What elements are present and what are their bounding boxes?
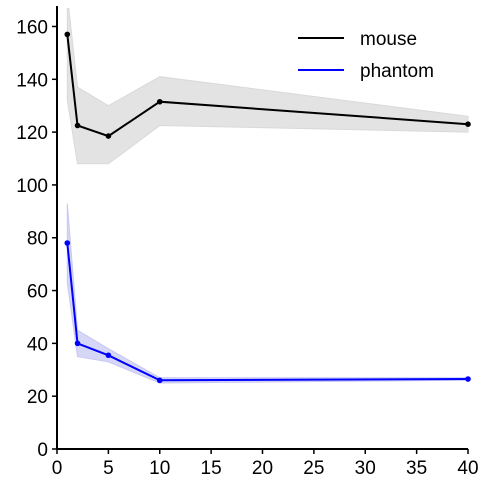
phantom-point xyxy=(74,340,81,347)
mouse-point xyxy=(105,133,112,139)
mouse-point xyxy=(465,121,471,127)
y-tick-label: 40 xyxy=(27,334,48,355)
phantom-point xyxy=(105,352,112,359)
x-tick-label: 5 xyxy=(103,458,114,479)
y-tick-label: 120 xyxy=(16,123,48,144)
series-lines xyxy=(66,34,469,382)
mouse-point xyxy=(156,98,163,105)
legend-label-mouse: mouse xyxy=(360,29,417,50)
mouse-point xyxy=(74,122,81,129)
phantom-point xyxy=(465,376,471,382)
phantom-band xyxy=(66,203,469,384)
y-tick-label: 100 xyxy=(16,176,48,197)
y-tick-label: 80 xyxy=(27,229,48,250)
legend: mouse phantom xyxy=(298,29,434,82)
axes xyxy=(52,6,469,454)
x-tick-label: 15 xyxy=(201,458,222,479)
legend-label-phantom: phantom xyxy=(360,61,434,82)
series-points xyxy=(64,31,471,384)
x-tick-label: 40 xyxy=(457,458,478,479)
y-tick-label: 0 xyxy=(37,440,48,461)
y-tick-label: 20 xyxy=(27,387,48,408)
y-tick-label: 160 xyxy=(16,17,48,38)
confidence-bands xyxy=(66,8,469,384)
phantom-point xyxy=(156,377,163,384)
x-tick-label: 30 xyxy=(355,458,376,479)
phantom-point xyxy=(64,240,71,246)
y-tick-label: 140 xyxy=(16,70,48,91)
mouse-band xyxy=(66,8,469,165)
y-tick-label: 60 xyxy=(27,282,48,303)
x-tick-label: 0 xyxy=(52,458,63,479)
x-tick-label: 20 xyxy=(252,458,273,479)
x-tick-label: 35 xyxy=(406,458,427,479)
x-tick-label: 10 xyxy=(149,458,170,479)
x-tick-label: 25 xyxy=(303,458,324,479)
tick-labels: 0 5 10 15 20 25 30 35 40 0 20 40 60 80 100 120 140 160 xyxy=(16,17,478,479)
mouse-point xyxy=(64,31,71,38)
